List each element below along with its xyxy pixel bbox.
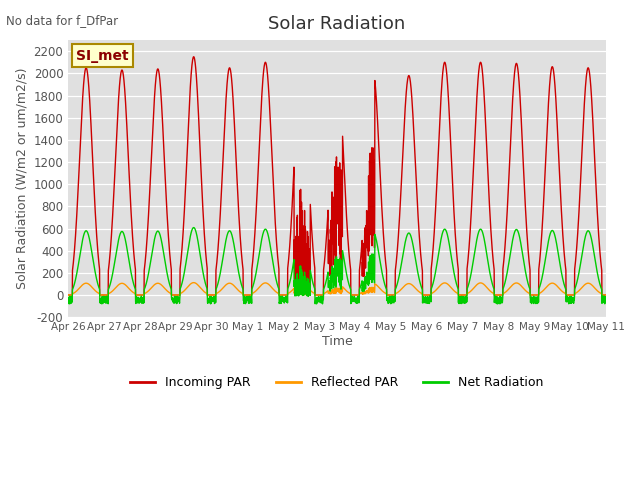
Net Radiation — [480, 233, 488, 239]
Reflected PAR — [190, 280, 198, 286]
Incoming PAR — [190, 54, 198, 60]
Line: Net Radiation: Net Radiation — [68, 228, 640, 304]
Incoming PAR — [632, 247, 639, 252]
Incoming PAR — [638, 292, 640, 298]
Reflected PAR — [65, 292, 72, 298]
Legend: Incoming PAR, Reflected PAR, Net Radiation: Incoming PAR, Reflected PAR, Net Radiati… — [125, 371, 549, 394]
Net Radiation — [429, 281, 437, 287]
Reflected PAR — [516, 282, 524, 288]
Incoming PAR — [429, 250, 436, 255]
Reflected PAR — [182, 287, 189, 292]
Incoming PAR — [182, 182, 189, 188]
Text: SI_met: SI_met — [76, 48, 129, 62]
Net Radiation — [190, 225, 198, 230]
Line: Reflected PAR: Reflected PAR — [68, 283, 640, 295]
Net Radiation — [182, 262, 189, 268]
Reflected PAR — [638, 292, 640, 298]
Net Radiation — [632, 281, 639, 287]
Reflected PAR — [429, 290, 436, 296]
Incoming PAR — [550, 76, 558, 82]
Net Radiation — [516, 237, 524, 243]
Reflected PAR — [479, 281, 487, 287]
Incoming PAR — [516, 93, 524, 99]
Incoming PAR — [479, 81, 487, 86]
Incoming PAR — [65, 292, 72, 298]
Net Radiation — [638, 300, 640, 306]
Reflected PAR — [550, 281, 558, 287]
Text: No data for f_DfPar: No data for f_DfPar — [6, 14, 118, 27]
X-axis label: Time: Time — [322, 335, 353, 348]
Net Radiation — [313, 301, 321, 307]
Net Radiation — [65, 296, 72, 301]
Reflected PAR — [632, 290, 639, 296]
Net Radiation — [551, 232, 559, 238]
Y-axis label: Solar Radiation (W/m2 or um/m2/s): Solar Radiation (W/m2 or um/m2/s) — [15, 68, 28, 289]
Line: Incoming PAR: Incoming PAR — [68, 57, 640, 295]
Title: Solar Radiation: Solar Radiation — [269, 15, 406, 33]
